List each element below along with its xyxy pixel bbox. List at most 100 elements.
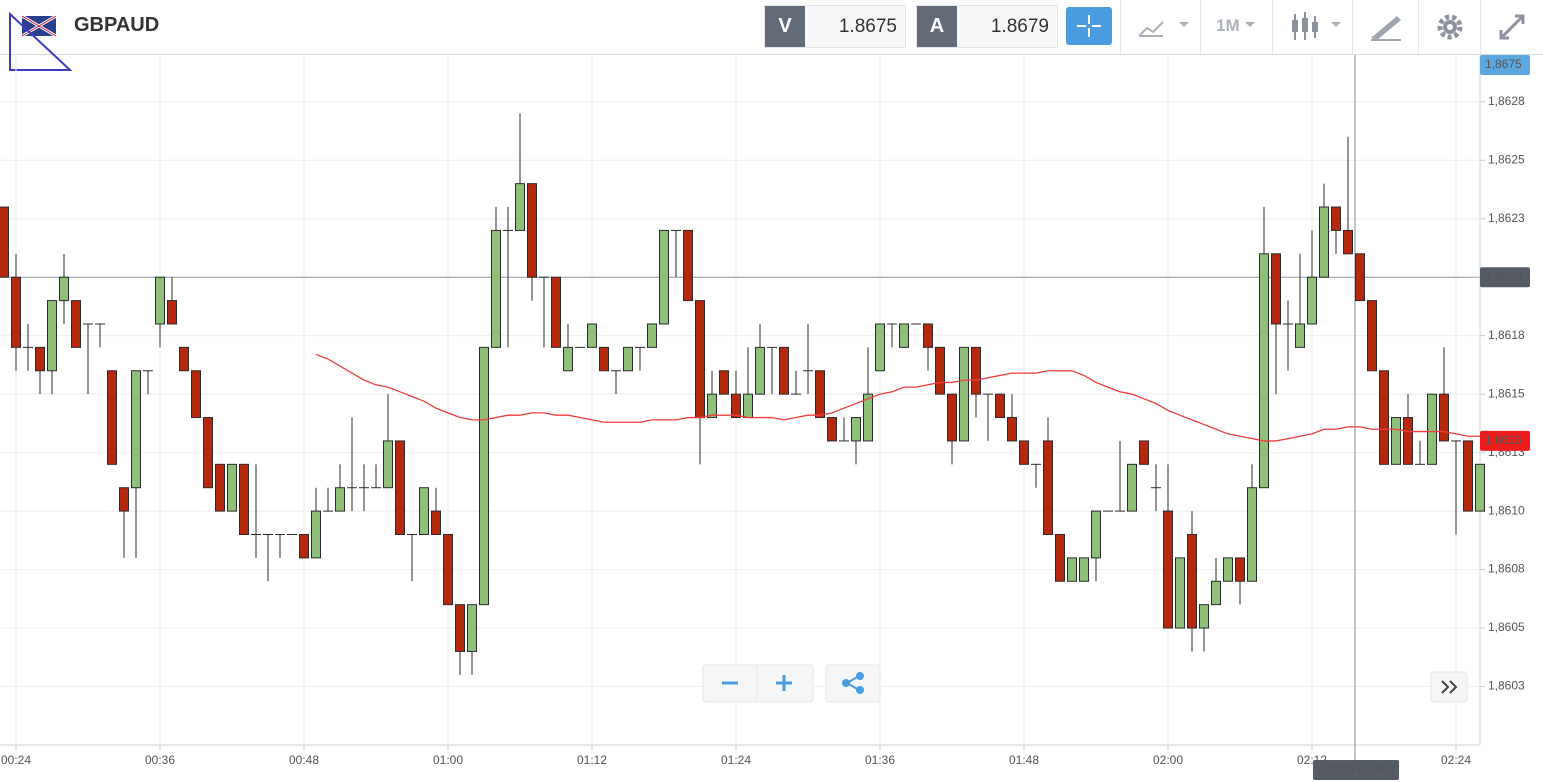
x-tick-label: 01:24	[721, 753, 751, 767]
ask-tag: 1,8675	[1485, 57, 1522, 71]
candle-body	[35, 346, 45, 372]
candle-body	[1199, 604, 1209, 629]
last-price-tag-bg	[1480, 430, 1530, 451]
candle-body	[1403, 417, 1413, 465]
candle-body	[1439, 393, 1449, 442]
candle-body	[107, 370, 117, 465]
icon	[1437, 14, 1463, 40]
candle-body	[443, 533, 453, 606]
zoom-controls	[702, 664, 1468, 703]
candle-body	[1223, 557, 1233, 582]
candle-body	[743, 393, 753, 419]
candle-body	[227, 463, 237, 512]
candle-body	[515, 183, 525, 231]
candle-body	[695, 300, 705, 419]
candle-body	[1271, 253, 1281, 325]
candle-body	[935, 346, 945, 395]
candle-body	[1463, 440, 1473, 512]
candle-body	[167, 300, 177, 325]
candle-body	[875, 323, 885, 372]
icon	[1371, 16, 1401, 41]
candle-body	[1067, 557, 1077, 582]
crosshair-button[interactable]	[1066, 7, 1112, 45]
ask-box[interactable]: A 1.8679	[916, 5, 1058, 48]
candle-body	[1055, 533, 1065, 582]
y-tick-label: 1,8615	[1488, 386, 1525, 400]
candle-body	[1235, 557, 1245, 582]
ask-tag-bg	[1480, 55, 1530, 75]
candle-body	[923, 323, 933, 348]
candle-body	[1043, 440, 1053, 535]
candle-body	[779, 346, 789, 395]
candle-body	[1427, 393, 1437, 465]
candle-body	[1367, 300, 1377, 372]
candle-body	[971, 346, 981, 395]
candle-body	[1127, 463, 1137, 512]
candle-body	[707, 393, 717, 419]
candle-body	[827, 417, 837, 442]
candle-body	[1175, 557, 1185, 629]
bid-price: 1.8675	[838, 16, 897, 37]
settings-button[interactable]	[1418, 0, 1481, 54]
candle-body	[899, 323, 909, 348]
y-tick-label: 1,8610	[1488, 503, 1525, 517]
zoom-in[interactable]	[776, 675, 792, 691]
candle-body	[59, 276, 69, 302]
x-tick-label: 02:24	[1441, 753, 1471, 767]
crosshair-time-bg	[1313, 760, 1399, 780]
candle-body	[119, 487, 129, 512]
candle-body	[179, 346, 189, 372]
candle-body	[659, 229, 669, 325]
candle-body	[455, 604, 465, 652]
candle-body	[191, 370, 201, 419]
crosshair-price-tag-bg	[1480, 267, 1530, 288]
x-tick-label: 01:12	[577, 753, 607, 767]
y-tick-label: 1,8603	[1488, 679, 1525, 693]
candle-body	[335, 487, 345, 512]
candle-body	[647, 323, 657, 348]
crosshair-price-tag: 1,8620	[1485, 269, 1522, 283]
candle-body	[299, 533, 309, 559]
candle-body	[479, 346, 489, 606]
bid-box[interactable]: V 1.8675	[764, 5, 906, 48]
candle-body	[431, 510, 441, 535]
candle-body	[1259, 253, 1269, 489]
candle-body	[419, 487, 429, 535]
candle-body	[131, 370, 141, 489]
candle-body	[1163, 510, 1173, 629]
timeframe: 1M	[1216, 16, 1240, 35]
chart-type-button[interactable]	[1120, 0, 1201, 54]
bid-label: V	[765, 6, 805, 47]
candle-body	[599, 346, 609, 372]
candle-body	[563, 346, 573, 372]
candle-body	[851, 417, 861, 442]
candle-body	[1187, 533, 1197, 629]
fullscreen-button[interactable]	[1480, 0, 1543, 54]
share-button[interactable]	[842, 672, 864, 694]
zoom-bg	[702, 664, 814, 703]
caret	[1245, 22, 1255, 27]
toolbar: GBPAUD V 1.8675 A 1.8679 1M	[0, 0, 1543, 71]
flag-cross	[21, 15, 57, 37]
drawn-triangle	[9, 12, 73, 71]
y-tick-label: 1,8618	[1488, 328, 1525, 342]
draw-button[interactable]	[1352, 0, 1419, 54]
candle-body	[551, 276, 561, 348]
moving-average	[315, 353, 1480, 442]
candle-body	[71, 300, 81, 348]
candle-body	[239, 463, 249, 535]
candle-body	[1343, 229, 1353, 255]
share-bg	[825, 664, 881, 703]
candle-body	[1139, 440, 1149, 465]
candle-button[interactable]	[1272, 0, 1353, 54]
y-tick-label: 1,8625	[1488, 152, 1525, 166]
candle-body	[1475, 463, 1485, 512]
candle-body	[1295, 323, 1305, 348]
crosshair-time-tag: 22/05 02:16	[1324, 762, 1388, 776]
y-tick-label: 1,8628	[1488, 94, 1525, 108]
icon	[1138, 21, 1189, 37]
timeframe-button[interactable]	[1200, 0, 1273, 54]
scroll-right[interactable]	[1441, 680, 1458, 694]
